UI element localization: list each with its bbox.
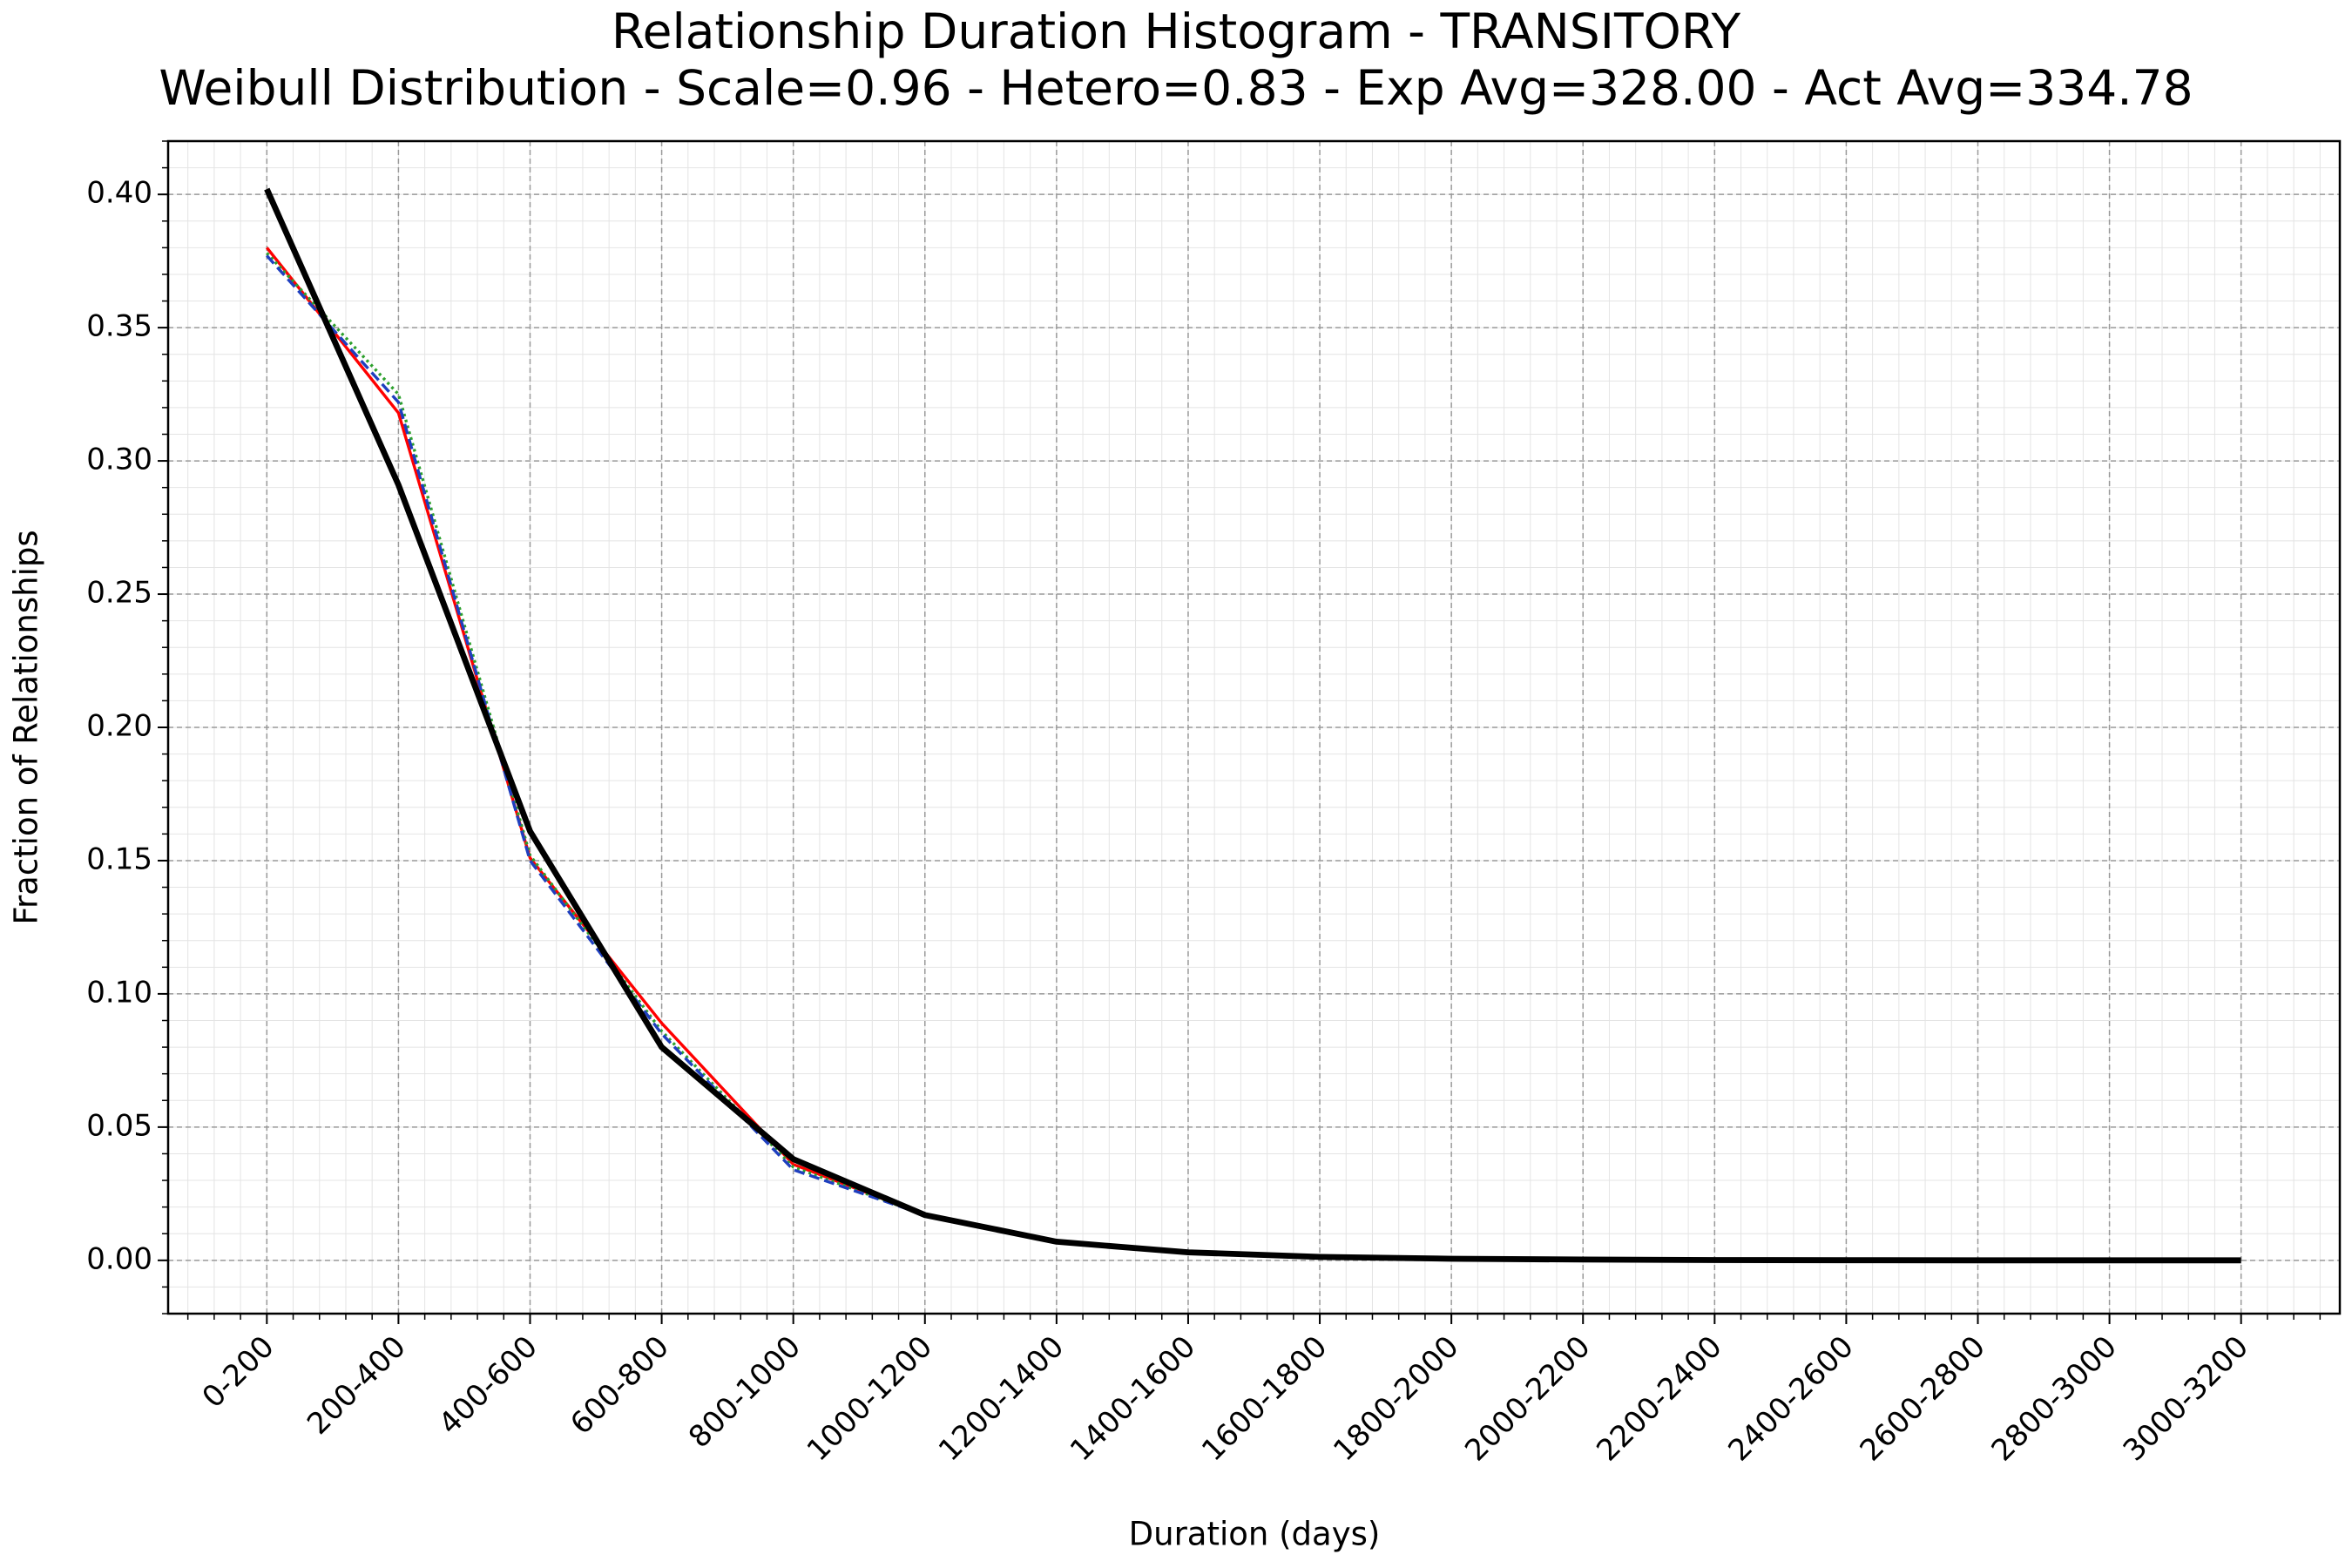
x-tick-label: 1800-2000 xyxy=(1327,1329,1465,1468)
chart-subtitle: Weibull Distribution - Scale=0.96 - Hete… xyxy=(159,60,2193,116)
x-tick-label: 2600-2800 xyxy=(1854,1329,1992,1468)
y-tick-label: 0.30 xyxy=(86,443,152,477)
x-tick-label: 0-200 xyxy=(196,1329,281,1415)
data-line xyxy=(266,254,926,1217)
x-tick-label: 1600-1800 xyxy=(1195,1329,1334,1468)
y-tick-label: 0.25 xyxy=(86,576,152,611)
y-tick-label: 0.05 xyxy=(86,1108,152,1143)
x-tick-label: 2200-2400 xyxy=(1590,1329,1728,1468)
x-tick-label: 800-1000 xyxy=(682,1329,808,1455)
x-tick-label: 3000-3200 xyxy=(2117,1329,2255,1468)
y-tick-label: 0.00 xyxy=(86,1241,152,1276)
plot-area: 0.00 0.05 0.10 0.15 0.20 0.25 0.30 0.35 0.40 0-20… xyxy=(86,139,2342,1468)
x-tick-label: 600-800 xyxy=(564,1329,676,1442)
data-line xyxy=(265,247,926,1217)
x-tick-label: 2800-3000 xyxy=(1985,1329,2124,1468)
x-tick-label: 2400-2600 xyxy=(1721,1329,1860,1468)
y-tick-label: 0.10 xyxy=(86,975,152,1010)
y-tick-label: 0.35 xyxy=(86,309,152,344)
x-tick-label: 2000-2200 xyxy=(1458,1329,1597,1468)
x-tick-label: 1200-1400 xyxy=(932,1329,1071,1468)
x-tick-label: 200-400 xyxy=(301,1329,413,1442)
y-axis-label: Fraction of Relationships xyxy=(8,530,45,924)
chart-title: Relationship Duration Histogram - TRANSI… xyxy=(612,3,1741,59)
x-axis-label: Duration (days) xyxy=(1129,1516,1381,1553)
data-line xyxy=(264,187,2241,1264)
x-tick-label: 1000-1200 xyxy=(801,1329,939,1468)
y-tick-label: 0.40 xyxy=(86,176,152,211)
x-tick-label: 400-600 xyxy=(432,1329,544,1442)
x-tick-label: 1400-1600 xyxy=(1064,1329,1202,1468)
data-line xyxy=(266,252,926,1217)
plot-frame xyxy=(166,139,2342,1315)
y-tick-label: 0.15 xyxy=(86,841,152,876)
y-tick-label: 0.20 xyxy=(86,709,152,744)
